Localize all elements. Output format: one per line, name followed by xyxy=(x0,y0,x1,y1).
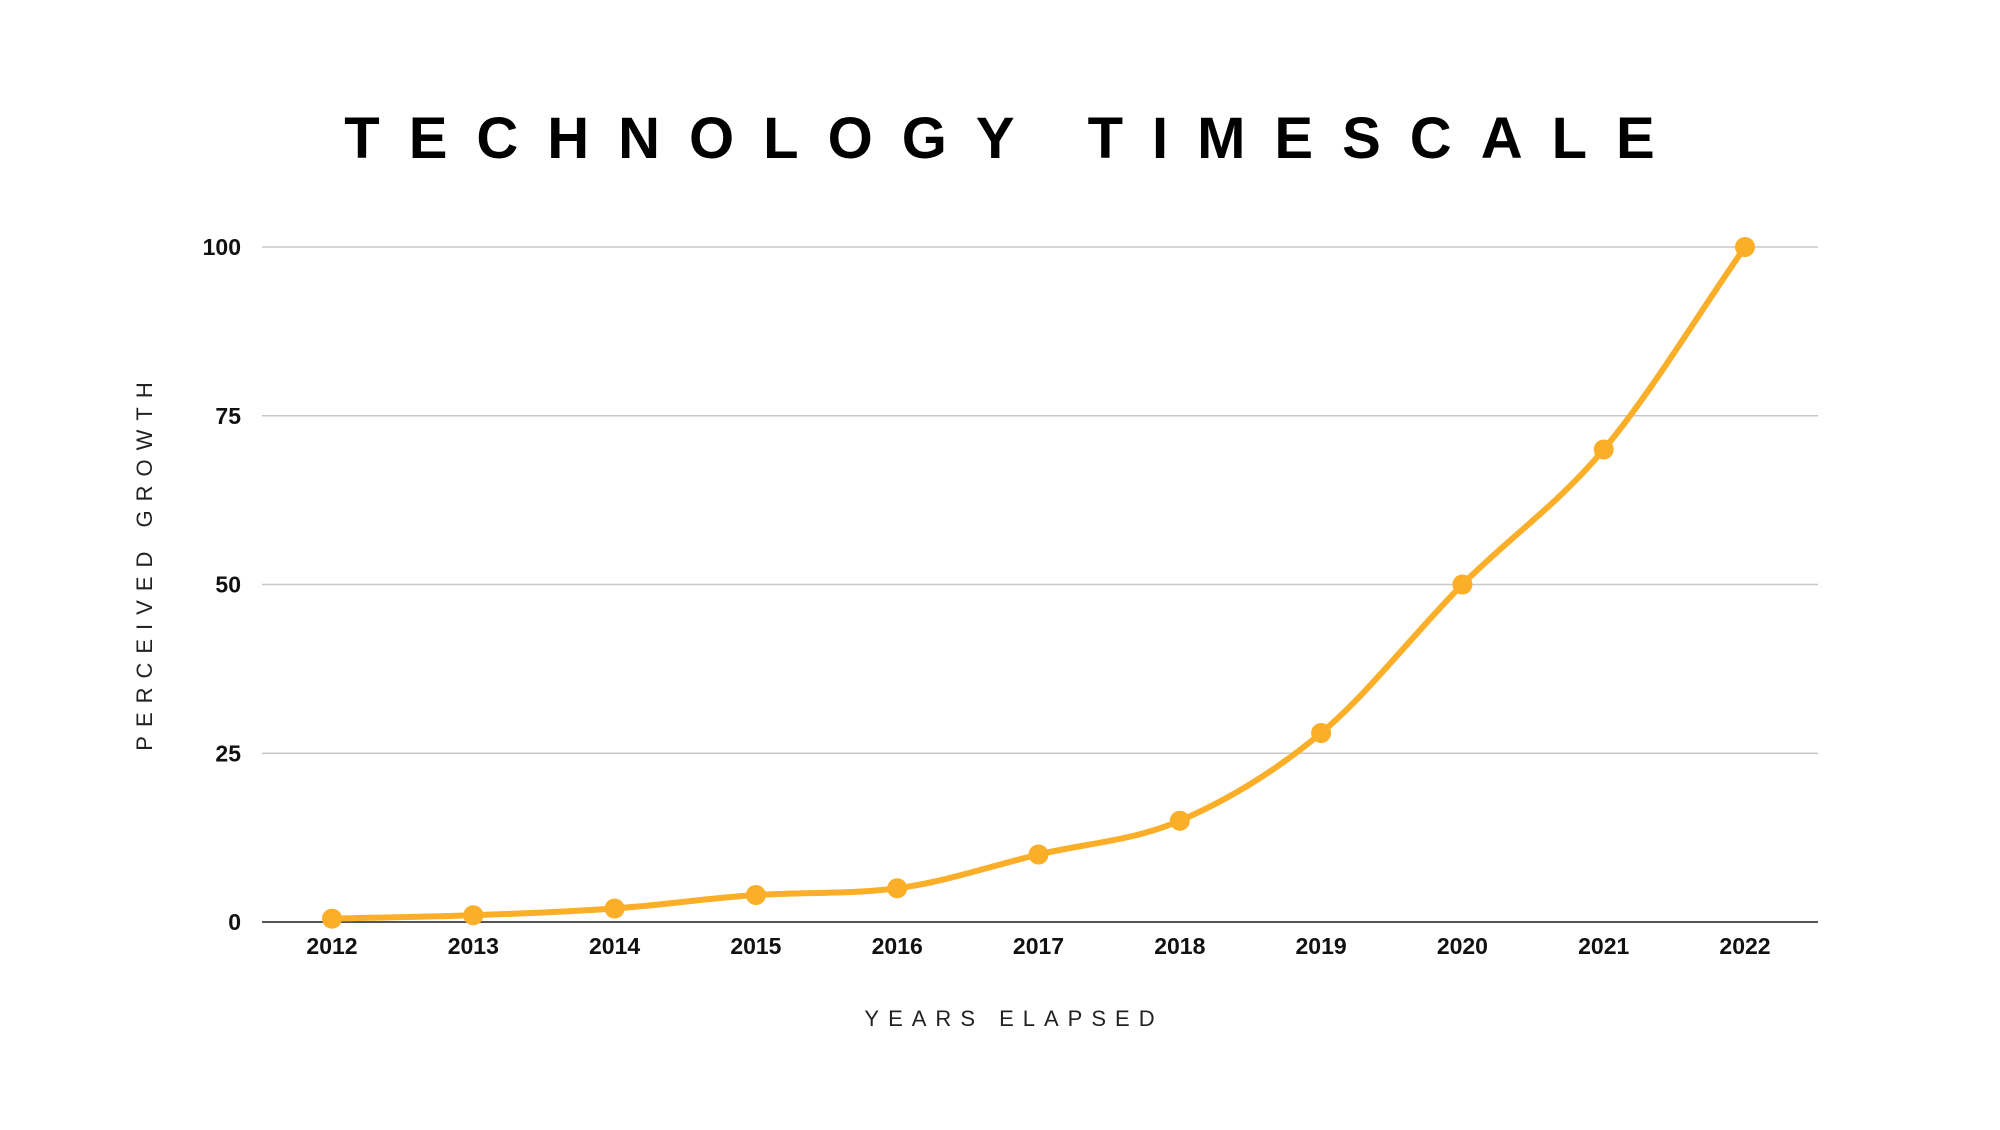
y-axis-ticks: 0 25 50 75 100 xyxy=(203,234,242,935)
gridlines xyxy=(262,246,1818,923)
x-tick-label: 2017 xyxy=(1013,933,1064,959)
data-point-2020 xyxy=(1452,574,1473,595)
data-point-2016 xyxy=(887,878,908,899)
y-tick-label: 25 xyxy=(215,740,241,766)
data-point-2015 xyxy=(745,885,766,905)
x-tick-label: 2016 xyxy=(872,933,923,959)
series-group xyxy=(322,237,1755,929)
y-tick-label: 100 xyxy=(203,234,241,260)
y-tick-label: 75 xyxy=(215,403,241,429)
x-tick-label: 2014 xyxy=(589,933,640,959)
data-point-2018 xyxy=(1169,810,1190,831)
data-point-2014 xyxy=(604,898,625,919)
x-tick-label: 2021 xyxy=(1578,933,1629,959)
x-tick-label: 2013 xyxy=(448,933,499,959)
x-tick-label: 2019 xyxy=(1296,933,1347,959)
y-tick-label: 50 xyxy=(215,572,241,598)
data-point-2021 xyxy=(1593,439,1614,460)
data-point-2017 xyxy=(1028,844,1049,865)
x-tick-label: 2022 xyxy=(1719,933,1770,959)
data-point-2019 xyxy=(1311,723,1332,743)
x-tick-label: 2020 xyxy=(1437,933,1488,959)
x-axis-title: YEARS ELAPSED xyxy=(864,1006,1163,1031)
data-point-2013 xyxy=(463,905,484,926)
series-line xyxy=(329,244,1748,922)
data-point-2022 xyxy=(1735,237,1755,257)
x-axis-ticks: 2012 2013 2014 2015 2016 2017 2018 2019 2020 2021… xyxy=(306,933,1770,959)
x-tick-label: 2018 xyxy=(1154,933,1205,959)
x-tick-label: 2012 xyxy=(306,933,357,959)
data-point-2012 xyxy=(322,908,342,929)
x-tick-label: 2015 xyxy=(730,933,781,959)
chart-title: TECHNOLOGY TIMESCALE xyxy=(344,106,1683,171)
y-tick-label: 0 xyxy=(228,909,241,935)
y-axis-title: PERCEIVED GROWTH xyxy=(132,373,157,750)
